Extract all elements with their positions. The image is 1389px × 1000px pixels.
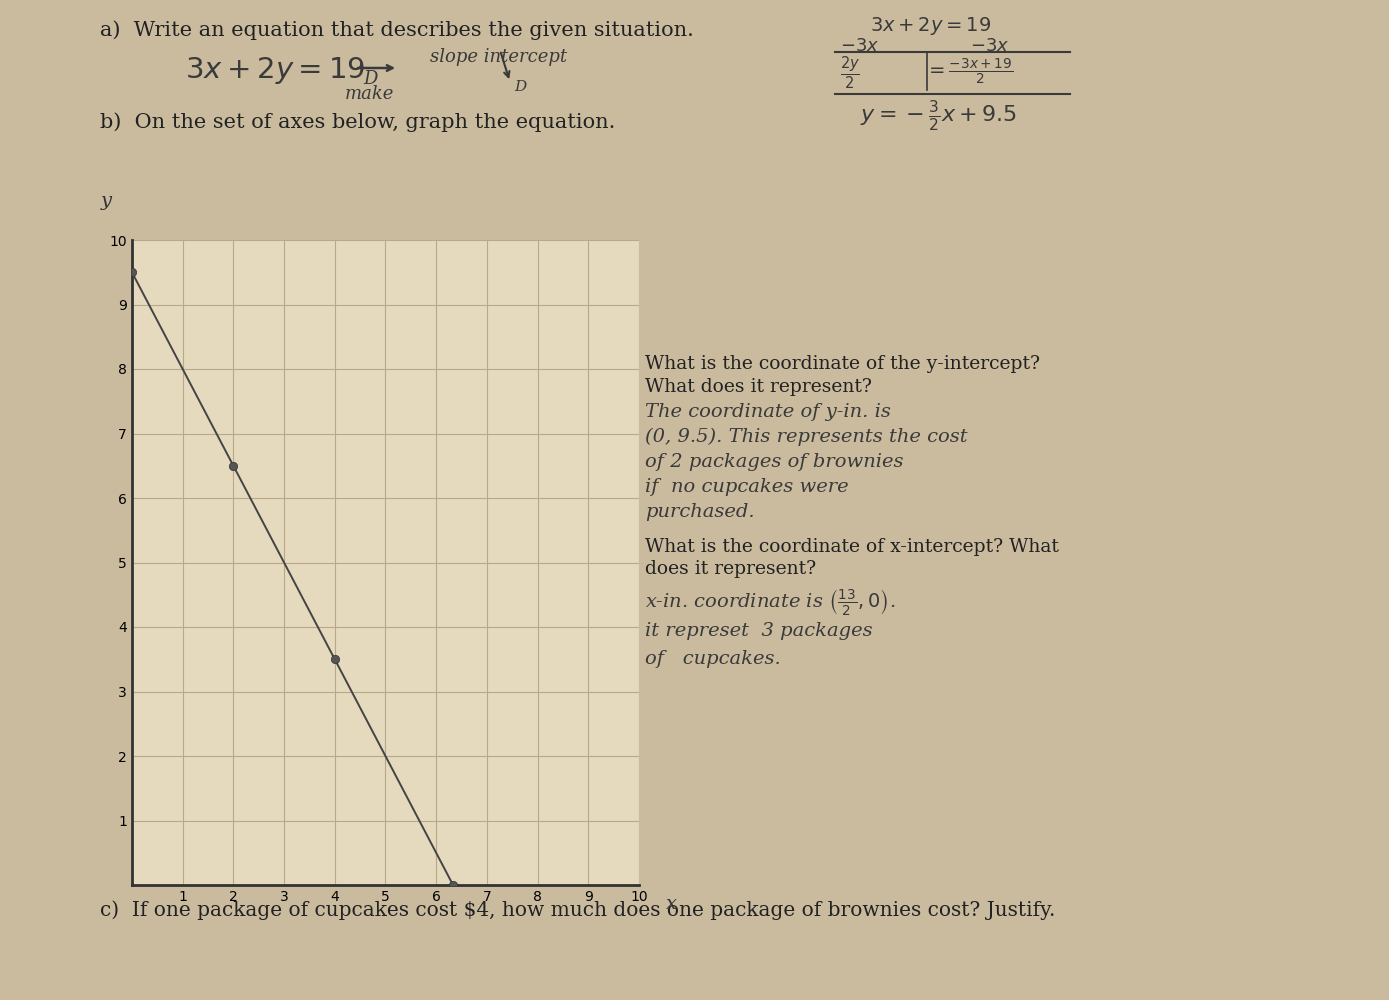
Text: The coordinate of y-in. is: The coordinate of y-in. is	[644, 403, 890, 421]
Text: $3x +2y=19$: $3x +2y=19$	[870, 15, 992, 37]
Text: $\frac{2y}{2}$: $\frac{2y}{2}$	[840, 55, 860, 92]
Text: $y = -\frac{3}{2}x+9.5$: $y = -\frac{3}{2}x+9.5$	[860, 98, 1017, 133]
Text: x-in. coordinate is $\left(\frac{13}{2}, 0\right)$.: x-in. coordinate is $\left(\frac{13}{2},…	[644, 587, 896, 617]
Text: b)  On the set of axes below, graph the equation.: b) On the set of axes below, graph the e…	[100, 112, 615, 132]
Text: $3x+2y=19$: $3x+2y=19$	[185, 55, 365, 86]
Text: What is the coordinate of the y-intercept?: What is the coordinate of the y-intercep…	[644, 355, 1040, 373]
Text: D: D	[363, 70, 378, 88]
Text: of   cupcakes.: of cupcakes.	[644, 650, 781, 668]
Text: purchased.: purchased.	[644, 503, 754, 521]
Text: y: y	[101, 192, 113, 210]
Text: (0, 9.5). This represents the cost: (0, 9.5). This represents the cost	[644, 428, 968, 446]
Text: $-3x$: $-3x$	[840, 37, 879, 55]
Text: What is the coordinate of x-intercept? What: What is the coordinate of x-intercept? W…	[644, 538, 1058, 556]
Text: a)  Write an equation that describes the given situation.: a) Write an equation that describes the …	[100, 20, 694, 40]
Text: of 2 packages of brownies: of 2 packages of brownies	[644, 453, 903, 471]
Text: What does it represent?: What does it represent?	[644, 378, 872, 396]
Text: if  no cupcakes were: if no cupcakes were	[644, 478, 849, 496]
Text: make: make	[344, 85, 394, 103]
Text: slope intercept: slope intercept	[431, 48, 567, 66]
Text: $-3x$: $-3x$	[970, 37, 1010, 55]
Text: c)  If one package of cupcakes cost $4, how much does one package of brownies co: c) If one package of cupcakes cost $4, h…	[100, 900, 1056, 920]
Text: it represet  3 packages: it represet 3 packages	[644, 622, 872, 640]
Text: x: x	[667, 895, 678, 913]
Text: $= \frac{-3x+19}{2}$: $= \frac{-3x+19}{2}$	[925, 57, 1013, 87]
Text: does it represent?: does it represent?	[644, 560, 817, 578]
Text: D: D	[514, 80, 526, 94]
